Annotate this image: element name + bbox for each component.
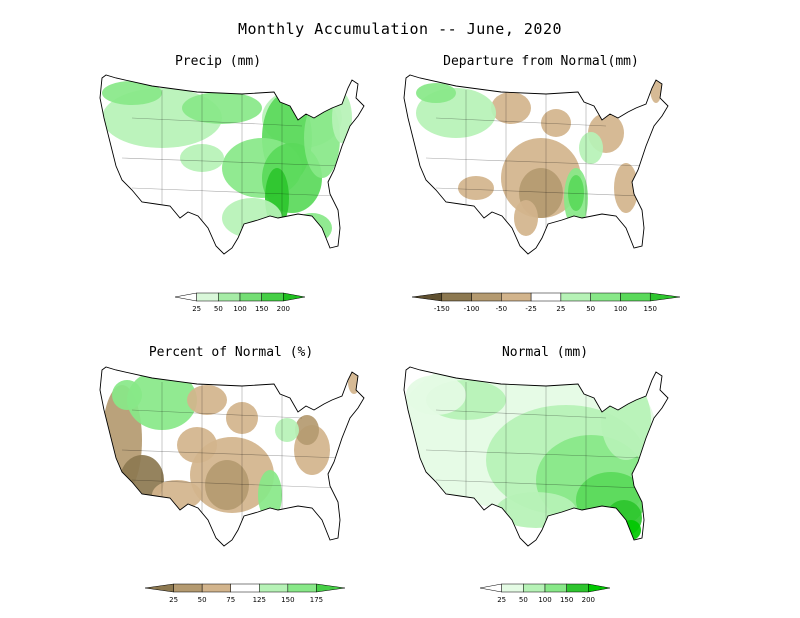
colorbar-swatch — [201, 583, 231, 593]
colorbar-swatch — [530, 292, 562, 302]
colorbar-tick-label: 200 — [277, 305, 290, 313]
colorbar-tick-label: 100 — [233, 305, 246, 313]
shade-region — [102, 81, 162, 105]
departure-map — [403, 74, 669, 255]
panel-title-percent: Percent of Normal (%) — [148, 345, 314, 360]
colorbar-tick-label: 25 — [497, 596, 506, 604]
colorbar-tick-label: 200 — [582, 596, 595, 604]
colorbar-swatch — [287, 583, 317, 593]
colorbar-tick-label: 25 — [192, 305, 201, 313]
colorbar-swatch — [261, 292, 284, 302]
shade-region — [205, 460, 249, 510]
shade-region — [275, 418, 299, 442]
shade-region — [406, 375, 466, 415]
colorbar-tick-label: 175 — [310, 596, 323, 604]
colorbar-tick-label: -25 — [525, 305, 536, 313]
colorbar-tick-label: -50 — [496, 305, 507, 313]
shade-region — [458, 176, 494, 200]
colorbar-tick-label: 50 — [214, 305, 223, 313]
shade-region — [182, 92, 262, 124]
colorbar-swatch — [218, 292, 241, 302]
colorbar-swatch — [230, 583, 260, 593]
colorbar-percent-map: 25 50 75 125 150 175 — [144, 583, 346, 604]
colorbar-swatch — [471, 292, 502, 302]
colorbar-tick-label: 50 — [198, 596, 207, 604]
colorbar-tick-label: 75 — [226, 596, 235, 604]
shade-region — [226, 402, 258, 434]
shade-region — [187, 385, 227, 415]
colorbar-tick-label: 50 — [519, 596, 528, 604]
shade-region — [601, 380, 651, 460]
shade-region — [621, 520, 641, 540]
colorbar-swatch — [239, 292, 262, 302]
shade-region — [180, 144, 224, 172]
colorbar-tick-label: -150 — [434, 305, 450, 313]
colorbar-tick-label: 25 — [556, 305, 565, 313]
panel-title-departure: Departure from Normal(mm) — [443, 54, 639, 69]
colorbar-swatch — [411, 292, 443, 302]
colorbar-tick-label: 100 — [614, 305, 627, 313]
colorbar-tick-label: 150 — [281, 596, 294, 604]
colorbar-normal-map: 25 50 100 150 200 — [479, 583, 611, 604]
shade-region — [491, 92, 531, 124]
shade-region — [112, 380, 142, 410]
colorbar-swatch — [479, 583, 502, 593]
colorbar-swatch — [441, 292, 472, 302]
shade-region — [514, 200, 538, 236]
shade-region — [416, 83, 456, 103]
shade-region — [568, 175, 584, 211]
colorbar-tick-label: 50 — [586, 305, 595, 313]
colorbar-swatch — [196, 292, 219, 302]
colorbar-swatch — [501, 583, 524, 593]
shade-region — [127, 370, 197, 430]
panel-title-normal: Normal (mm) — [501, 345, 589, 360]
colorbar-tick-label: 25 — [169, 596, 178, 604]
colorbar-swatch — [590, 292, 621, 302]
colorbar-swatch — [523, 583, 546, 593]
colorbar-swatch — [173, 583, 203, 593]
colorbar-tick-label: -100 — [464, 305, 480, 313]
shade-region — [222, 198, 282, 238]
shade-region — [496, 492, 576, 528]
precip-map — [99, 74, 365, 255]
colorbar-swatch — [544, 583, 567, 593]
colorbar-swatch — [588, 583, 611, 593]
colorbar-swatch — [649, 292, 681, 302]
colorbar-swatch — [283, 292, 306, 302]
shade-region — [579, 132, 603, 164]
colorbar-precip-map: 25 50 100 150 200 — [174, 292, 306, 313]
shade-region — [177, 427, 217, 463]
colorbar-swatch — [501, 292, 532, 302]
shade-region — [295, 415, 319, 445]
colorbar-swatch — [560, 292, 591, 302]
shade-region — [265, 168, 289, 228]
colorbar-tick-label: 100 — [538, 596, 551, 604]
shade-region — [614, 163, 638, 213]
percent-map — [99, 366, 365, 547]
colorbar-departure-map: -150 -100 -50 -25 25 50 100 150 — [411, 292, 681, 313]
colorbar-swatch — [174, 292, 197, 302]
shade-region — [332, 93, 352, 143]
colorbar-tick-label: 150 — [560, 596, 573, 604]
colorbar-tick-label: 150 — [644, 305, 657, 313]
shade-region — [258, 470, 282, 520]
colorbar-swatch — [620, 292, 651, 302]
colorbar-tick-label: 150 — [255, 305, 268, 313]
shade-region — [541, 109, 571, 137]
colorbar-swatch — [566, 583, 589, 593]
panel-title-precip: Precip (mm) — [174, 54, 262, 69]
normal-map — [403, 366, 669, 547]
colorbar-swatch — [259, 583, 289, 593]
shade-region — [120, 455, 164, 505]
colorbar-swatch — [316, 583, 346, 593]
colorbar-swatch — [144, 583, 174, 593]
colorbar-tick-label: 125 — [253, 596, 266, 604]
chart-title: Monthly Accumulation -- June, 2020 — [237, 20, 563, 38]
